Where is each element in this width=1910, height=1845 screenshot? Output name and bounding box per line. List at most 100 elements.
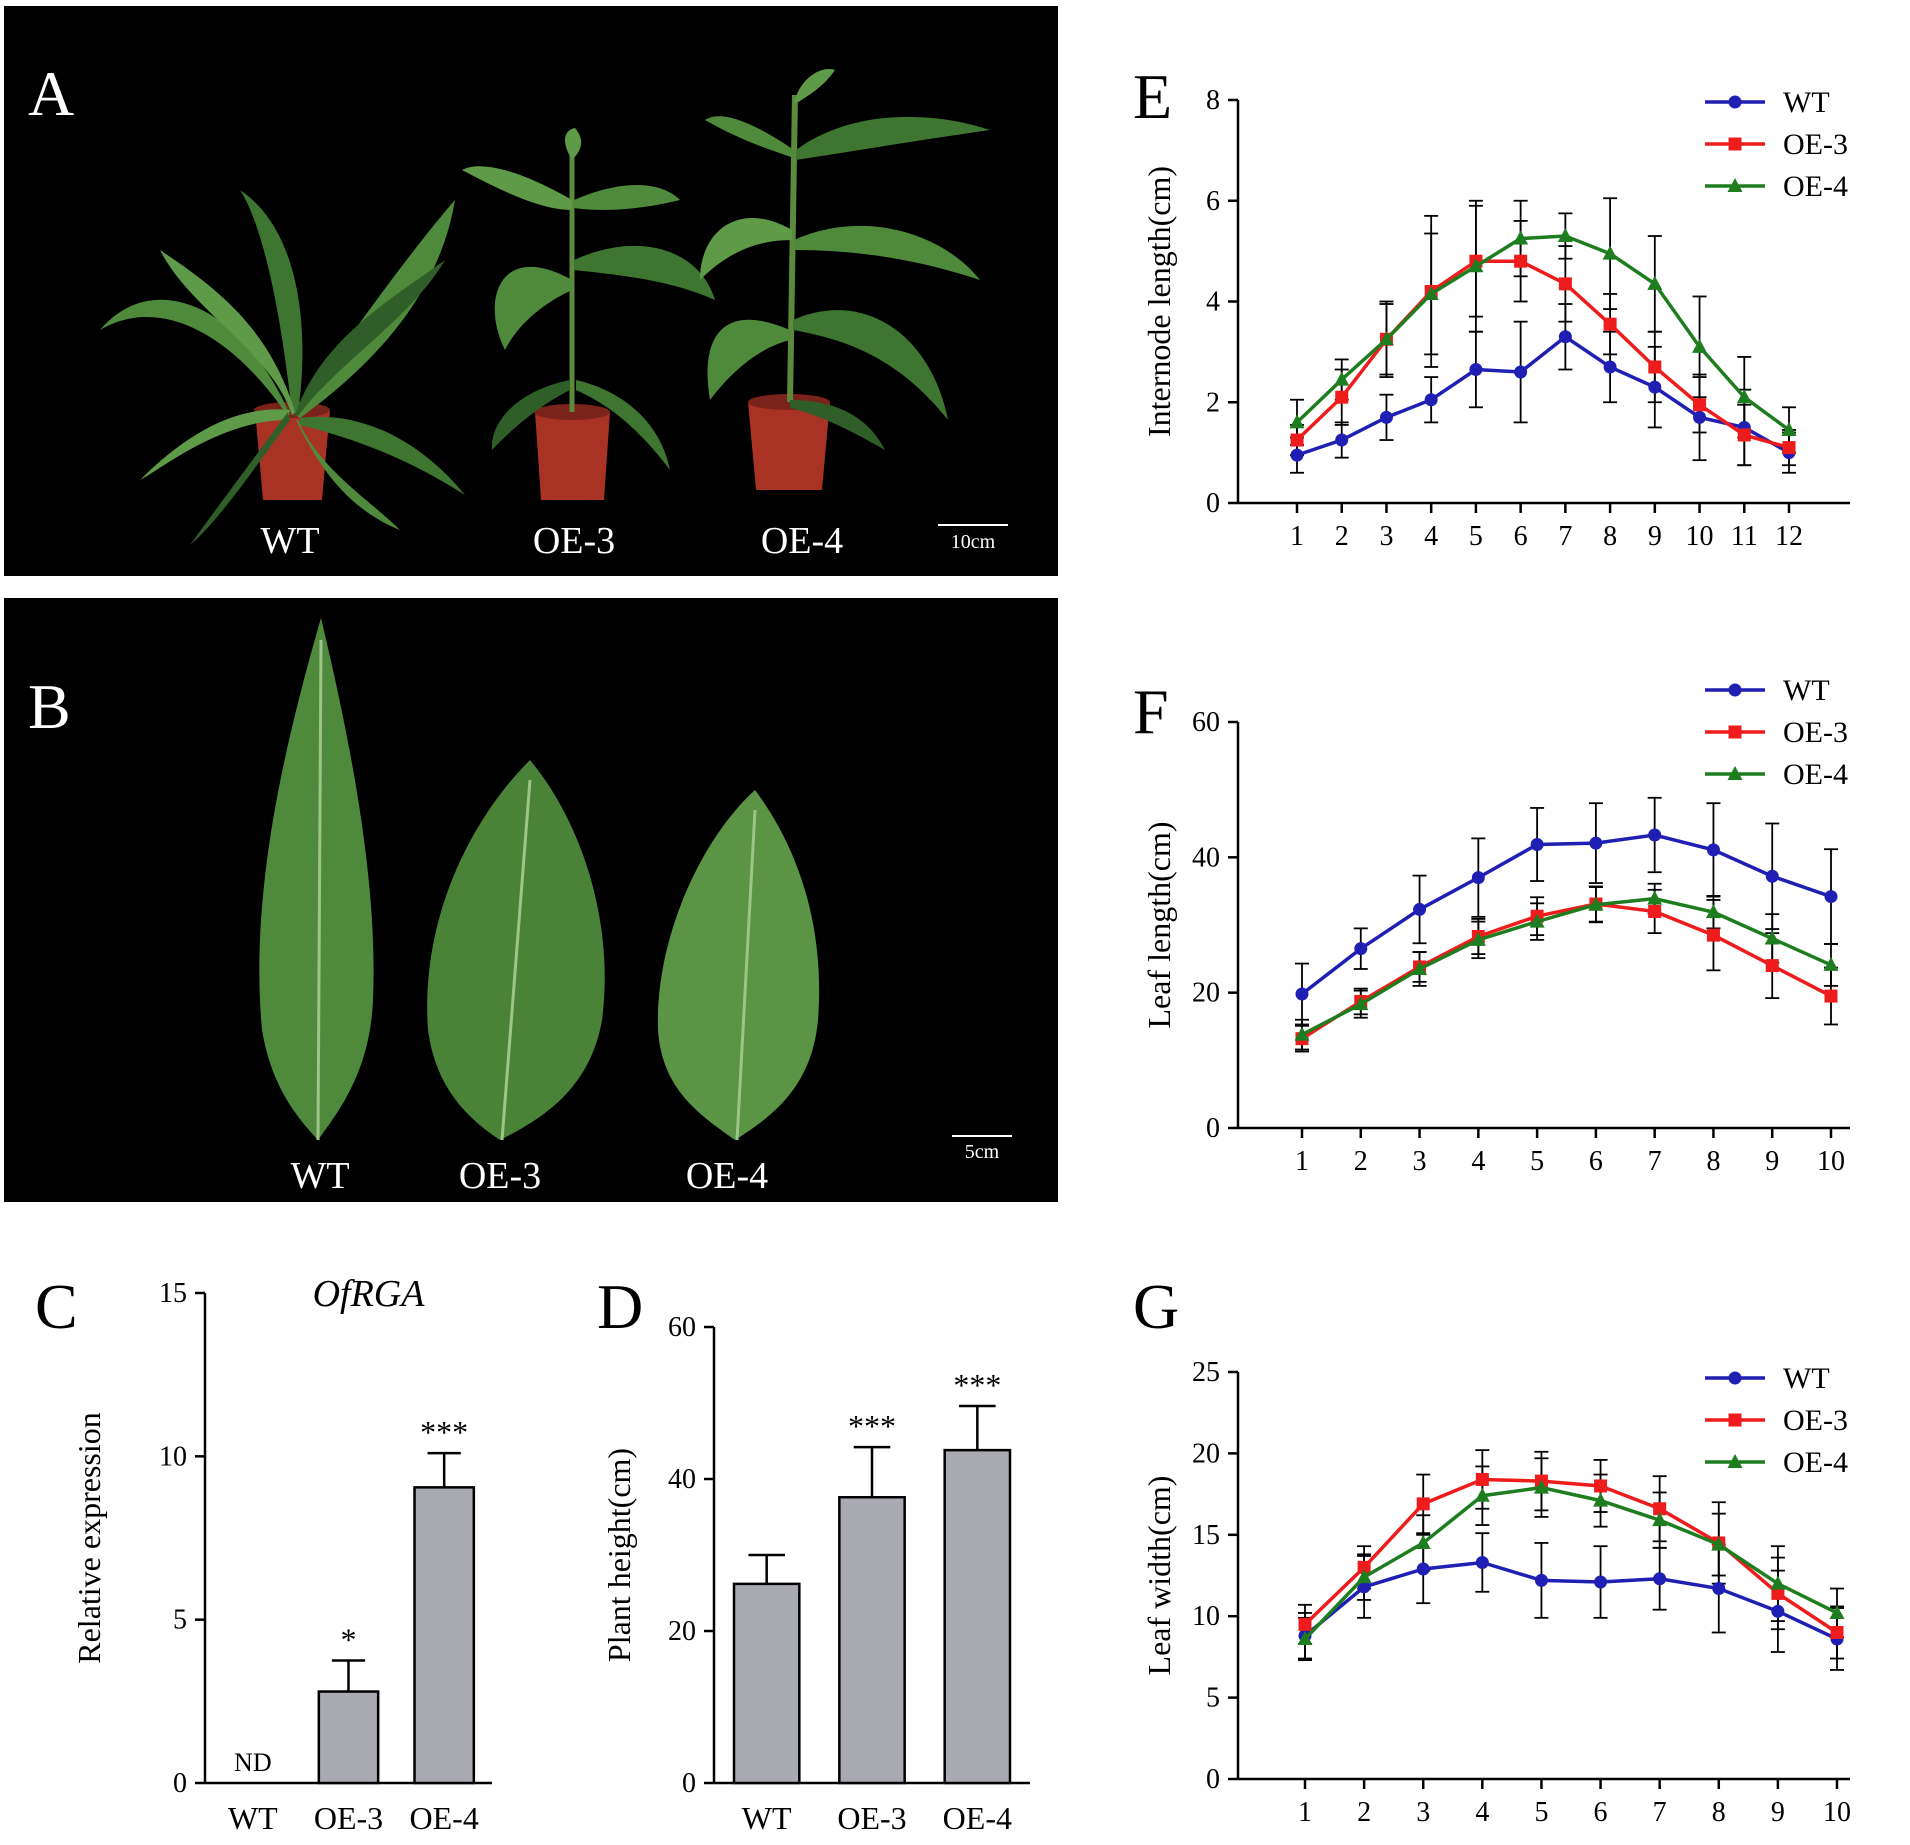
- chart-g-oe3-point: [1830, 1625, 1844, 1639]
- chart-e-x-tick-label: 10: [1686, 521, 1714, 552]
- chart-g-oe4-point: [1415, 1534, 1431, 1549]
- chart-g-legend-oe3-label: OE-3: [1783, 1404, 1848, 1437]
- chart-e-wt-point: [1693, 410, 1707, 424]
- chart-e-wt-point: [1469, 363, 1483, 377]
- chart-f-legend-wt-label: WT: [1783, 674, 1830, 707]
- chart-e-y-tick-label: 6: [1206, 186, 1220, 217]
- chart-f-oe4-point: [1647, 890, 1663, 905]
- chart-f-x-tick-label: 1: [1295, 1146, 1309, 1177]
- chart-g-x-tick-label: 9: [1771, 1797, 1785, 1828]
- chart-f-wt-point: [1765, 869, 1779, 883]
- chart-e-oe3-point: [1603, 317, 1617, 331]
- chart-g-oe4-point: [1297, 1630, 1313, 1645]
- chart-g-wt-point: [1416, 1562, 1430, 1576]
- chart-g-legend-oe4-marker: [1727, 1454, 1743, 1468]
- chart-c-y-tick-label: 15: [159, 1278, 187, 1309]
- chart-f-wt-point: [1824, 890, 1838, 904]
- chart-e-x-tick-label: 9: [1648, 521, 1662, 552]
- chart-f-oe4-point: [1764, 930, 1780, 945]
- chart-g-oe3-point: [1416, 1497, 1430, 1511]
- chart-f-y-axis-label: Leaf length(cm): [1141, 822, 1177, 1029]
- chart-c-wt-annotation: ND: [234, 1748, 272, 1777]
- chart-g-oe4-point: [1356, 1569, 1372, 1584]
- chart-e-oe4-point: [1736, 389, 1752, 404]
- chart-e-oe3-point: [1648, 360, 1662, 374]
- chart-g-y-tick-label: 0: [1206, 1764, 1220, 1795]
- chart-f-legend-oe4-marker: [1727, 766, 1743, 780]
- chart-e-oe3-point: [1558, 277, 1572, 291]
- chart-d-oe3-annotation: ***: [848, 1408, 896, 1444]
- chart-e-oe3-series-line: [1295, 259, 1790, 450]
- chart-e-wt-point: [1648, 380, 1662, 394]
- chart-e-wt-point: [1603, 360, 1617, 374]
- chart-f-wt-point: [1589, 836, 1603, 850]
- chart-c-oe3-annotation: *: [341, 1622, 357, 1658]
- chart-e-oe4-point: [1557, 228, 1573, 243]
- chart-f-oe4-point: [1353, 996, 1369, 1011]
- chart-g-oe3-point: [1357, 1560, 1371, 1574]
- chart-d-wt-x-tick-label: WT: [742, 1800, 792, 1836]
- chart-f-y-tick-label: 60: [1192, 707, 1220, 738]
- chart-f-wt-point: [1413, 902, 1427, 916]
- chart-c-panel-letter: C: [35, 1271, 78, 1342]
- chart-g-x-tick-label: 7: [1653, 1797, 1667, 1828]
- chart-e-panel-letter: E: [1133, 61, 1172, 132]
- chart-g-y-tick-label: 15: [1192, 1520, 1220, 1551]
- oe4-plant-illustration: [700, 69, 990, 490]
- chart-e-y-tick-label: 4: [1206, 287, 1220, 318]
- chart-f-oe4-point: [1294, 1026, 1310, 1041]
- chart-e-legend-wt-label: WT: [1783, 86, 1830, 119]
- chart-e-legend-oe4-label: OE-4: [1783, 170, 1848, 203]
- chart-e-x-tick-label: 1: [1290, 521, 1304, 552]
- chart-f-legend-oe3-label: OE-3: [1783, 716, 1848, 749]
- chart-d-y-tick-label: 40: [668, 1464, 696, 1495]
- chart-g-oe3-point: [1594, 1479, 1608, 1493]
- panel-b-letter: B: [28, 671, 71, 742]
- chart-g-x-tick-label: 5: [1534, 1797, 1548, 1828]
- chart-f-oe4-series-line: [1301, 896, 1832, 1037]
- chart-f-oe3-point: [1648, 904, 1662, 918]
- panel-a-label-oe4: OE-4: [761, 520, 843, 562]
- panel-a-scale-label: 10cm: [951, 531, 996, 553]
- panel-b-label-wt: WT: [290, 1155, 349, 1197]
- chart-f-legend-wt-marker: [1728, 683, 1742, 697]
- chart-f-x-tick-label: 9: [1765, 1146, 1779, 1177]
- chart-g-wt-point: [1357, 1580, 1371, 1594]
- chart-f-panel-letter: F: [1133, 676, 1169, 747]
- chart-f-y-tick-label: 20: [1192, 978, 1220, 1009]
- chart-e-oe4-point: [1781, 421, 1797, 436]
- chart-g-x-tick-label: 4: [1475, 1797, 1489, 1828]
- chart-g-y-tick-label: 20: [1192, 1438, 1220, 1469]
- oe3-leaf-illustration: [427, 760, 605, 1141]
- chart-c-y-axis-label: Relative expression: [71, 1412, 107, 1663]
- chart-e-legend-oe3-marker: [1728, 137, 1742, 151]
- chart-e-legend-wt-marker: [1728, 95, 1742, 109]
- chart-e-oe3-point: [1693, 398, 1707, 412]
- panel-a-label-wt: WT: [260, 520, 319, 562]
- chart-e-oe3-point: [1782, 441, 1796, 455]
- chart-f-x-tick-label: 6: [1589, 1146, 1603, 1177]
- chart-d-oe4-bar: [943, 1448, 1012, 1785]
- chart-e-wt-point: [1424, 393, 1438, 407]
- chart-g-oe4-series-line: [1303, 1485, 1838, 1641]
- chart-g-legend-oe3-marker: [1728, 1413, 1742, 1427]
- chart-e-y-axis-label: Internode length(cm): [1141, 166, 1177, 437]
- chart-g-wt-point: [1712, 1582, 1726, 1596]
- chart-g-oe4-point: [1533, 1479, 1549, 1494]
- chart-d-wt-bar: [732, 1582, 801, 1785]
- chart-e-wt-point: [1379, 410, 1393, 424]
- chart-g-wt-point: [1534, 1573, 1548, 1587]
- chart-g-x-tick-label: 6: [1594, 1797, 1608, 1828]
- chart-d-panel-letter: D: [597, 1271, 643, 1342]
- chart-f-oe4-point: [1529, 913, 1545, 928]
- chart-g-legend-oe4-label: OE-4: [1783, 1446, 1848, 1479]
- chart-g-x-tick-label: 2: [1357, 1797, 1371, 1828]
- chart-c-y-tick-label: 5: [173, 1605, 187, 1636]
- chart-f-oe3-point: [1706, 928, 1720, 942]
- chart-g-y-tick-label: 25: [1192, 1357, 1220, 1388]
- chart-e-wt-point: [1335, 433, 1349, 447]
- chart-g-x-tick-label: 10: [1823, 1797, 1851, 1828]
- chart-f-legend-oe3-marker: [1728, 725, 1742, 739]
- chart-d-plant-height: 0 20 40 60 Plant height(cm) D WT *** OE-3 *** OE-4: [597, 1271, 1030, 1836]
- panel-b-photo: B WT OE-3 OE-4 5cm: [4, 598, 1058, 1202]
